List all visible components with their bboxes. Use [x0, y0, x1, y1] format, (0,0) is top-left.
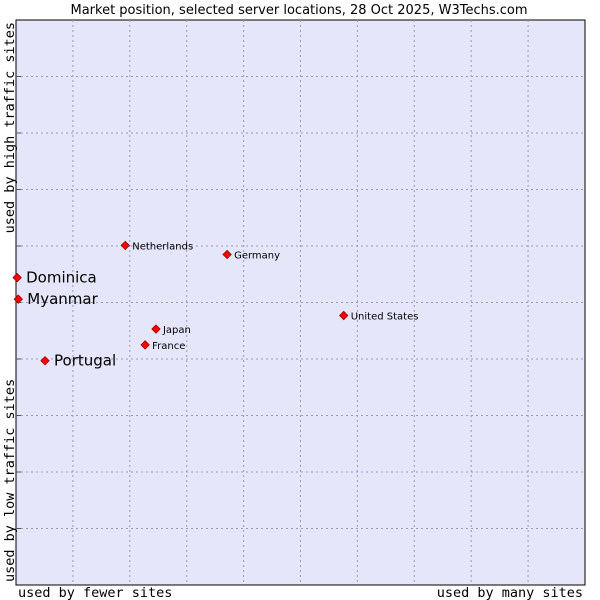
point-marker-netherlands[interactable] — [120, 240, 130, 251]
point-marker-portugal[interactable] — [40, 355, 50, 366]
point-label-germany: Germany — [234, 250, 280, 261]
point-marker-germany[interactable] — [222, 249, 232, 260]
point-label-dominica: Dominica — [26, 269, 97, 287]
point-label-myanmar: Myanmar — [27, 290, 98, 308]
chart-title: Market position, selected server locatio… — [70, 3, 527, 18]
point-label-japan: Japan — [162, 325, 191, 336]
y-axis-label-low: used by low traffic sites — [2, 379, 18, 582]
point-marker-france[interactable] — [140, 340, 150, 350]
x-axis-label-many: used by many sites — [437, 585, 583, 600]
grid-lines — [16, 20, 585, 585]
point-label-portugal: Portugal — [54, 352, 116, 370]
point-marker-japan[interactable] — [151, 324, 161, 334]
point-label-netherlands: Netherlands — [132, 241, 193, 252]
point-marker-united-states[interactable] — [339, 310, 349, 321]
point-label-france: France — [152, 341, 185, 352]
y-axis-label-high: used by high traffic sites — [2, 22, 18, 233]
data-points: Dominica Myanmar Portugal Netherlands German… — [12, 240, 419, 370]
point-label-united-states: United States — [351, 311, 419, 322]
x-axis-label-fewer: used by fewer sites — [18, 585, 172, 600]
point-marker-myanmar[interactable] — [13, 294, 23, 304]
point-marker-dominica[interactable] — [12, 272, 22, 283]
